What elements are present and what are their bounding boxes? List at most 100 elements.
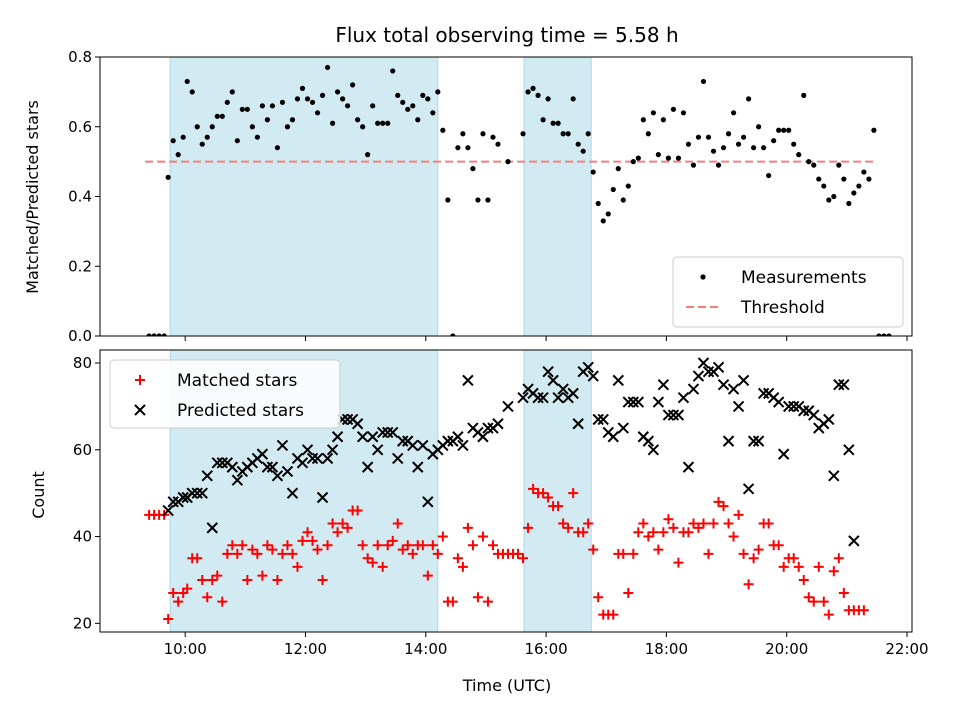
count-point-1-126 xyxy=(808,409,820,421)
count-point-0-137 xyxy=(828,566,839,577)
count-point-0-105 xyxy=(668,522,679,533)
ratio-point-0-41 xyxy=(350,82,356,88)
ratio-point-0-30 xyxy=(294,96,301,102)
count-point-0-50 xyxy=(392,518,403,529)
ratio-point-0-69 xyxy=(490,134,496,140)
count-x-tick-label-1: 12:00 xyxy=(284,640,327,658)
ratio-point-0-127 xyxy=(796,152,802,158)
ratio-point-0-19 xyxy=(239,106,245,112)
count-point-1-25 xyxy=(286,487,299,499)
ratio-point-0-75 xyxy=(535,92,541,98)
ratio-point-0-51 xyxy=(400,99,406,105)
count-legend-marker-matched xyxy=(135,375,145,385)
count-x-tick-label-6: 22:00 xyxy=(885,640,928,658)
count-point-1-90 xyxy=(627,396,640,408)
count-x-tick-label-4: 18:00 xyxy=(645,640,688,658)
count-point-0-34 xyxy=(312,544,323,555)
count-point-1-56 xyxy=(442,435,454,447)
count-point-0-130 xyxy=(793,561,804,572)
count-point-0-39 xyxy=(337,518,348,529)
count-point-0-53 xyxy=(407,548,418,559)
count-point-1-103 xyxy=(692,370,705,382)
ratio-point-0-83 xyxy=(575,141,581,147)
count-point-1-96 xyxy=(657,379,670,391)
count-point-1-31 xyxy=(316,491,329,504)
ratio-point-0-46 xyxy=(375,120,381,126)
count-point-1-63 xyxy=(477,431,489,443)
ratio-point-0-80 xyxy=(560,131,566,137)
count-point-0-113 xyxy=(708,518,719,529)
count-point-0-49 xyxy=(387,535,398,546)
count-point-0-32 xyxy=(302,527,313,538)
count-point-1-81 xyxy=(582,361,594,374)
count-point-0-79 xyxy=(538,488,549,499)
ratio-point-0-49 xyxy=(390,68,396,74)
count-point-1-121 xyxy=(782,400,795,413)
ratio-point-0-118 xyxy=(751,145,757,151)
count-point-1-93 xyxy=(642,435,655,447)
ratio-shaded-interval-1 xyxy=(523,57,592,336)
count-point-1-120 xyxy=(777,448,790,460)
count-point-1-86 xyxy=(607,431,619,443)
count-point-0-63 xyxy=(457,561,468,572)
count-point-0-43 xyxy=(357,540,368,551)
count-point-1-1 xyxy=(167,496,179,508)
count-point-0-25 xyxy=(267,544,278,555)
count-point-0-109 xyxy=(688,518,699,529)
ratio-legend-label-measurements: Measurements xyxy=(741,268,867,288)
count-x-tick-label-0: 10:00 xyxy=(164,640,207,658)
ratio-point-0-22 xyxy=(254,134,260,140)
ratio-legend-marker-measurements xyxy=(700,274,706,280)
count-point-0-87 xyxy=(578,527,589,538)
ratio-point-0-72 xyxy=(520,131,526,137)
count-point-0-103 xyxy=(658,527,669,538)
ratio-point-0-125 xyxy=(786,127,792,133)
count-point-1-110 xyxy=(727,383,740,395)
count-point-1-101 xyxy=(682,461,695,473)
count-point-1-91 xyxy=(632,396,645,408)
ratio-point-0-52 xyxy=(405,106,411,112)
ratio-point-0-14 xyxy=(214,113,220,119)
count-point-0-106 xyxy=(673,557,684,568)
ratio-y-axis-label: Matched/Predicted stars xyxy=(23,100,42,294)
count-point-0-15 xyxy=(217,596,228,607)
count-point-1-45 xyxy=(387,426,399,439)
count-point-1-119 xyxy=(772,396,785,408)
ratio-point-0-142 xyxy=(871,127,877,133)
count-panel: 20 40 60 80 10:00 12:00 14:00 16:00 18:00 20:00 22… xyxy=(73,349,929,658)
count-point-1-36 xyxy=(341,413,354,426)
count-point-0-13 xyxy=(207,574,218,585)
count-point-1-10 xyxy=(211,457,223,469)
count-point-1-42 xyxy=(371,444,384,456)
count-point-1-9 xyxy=(206,522,218,534)
count-point-0-99 xyxy=(638,518,649,529)
count-point-0-36 xyxy=(322,540,333,551)
ratio-point-0-47 xyxy=(380,120,386,126)
ratio-point-0-134 xyxy=(831,193,837,200)
count-point-0-28 xyxy=(282,540,293,551)
count-point-1-52 xyxy=(422,496,434,508)
ratio-point-0-2 xyxy=(156,333,162,336)
count-point-1-39 xyxy=(356,431,369,443)
ratio-point-0-29 xyxy=(289,117,296,123)
ratio-point-0-18 xyxy=(234,138,240,144)
count-point-1-22 xyxy=(271,470,284,482)
count-point-0-27 xyxy=(277,548,288,559)
count-point-0-114 xyxy=(713,496,724,507)
count-point-0-97 xyxy=(628,548,639,559)
count-point-1-95 xyxy=(652,396,665,408)
ratio-point-0-85 xyxy=(585,131,591,137)
ratio-point-0-89 xyxy=(605,211,611,217)
count-point-1-84 xyxy=(597,413,609,426)
count-point-1-133 xyxy=(843,444,855,456)
ratio-legend: Measurements Threshold xyxy=(672,256,904,328)
ratio-point-0-15 xyxy=(219,113,225,119)
count-point-0-129 xyxy=(788,553,799,564)
ratio-point-0-107 xyxy=(695,134,702,140)
count-point-0-57 xyxy=(427,540,438,551)
count-point-0-68 xyxy=(482,596,493,607)
count-y-tick-label-1: 40 xyxy=(73,528,92,546)
count-point-1-44 xyxy=(382,426,394,439)
ratio-point-0-136 xyxy=(841,176,847,182)
